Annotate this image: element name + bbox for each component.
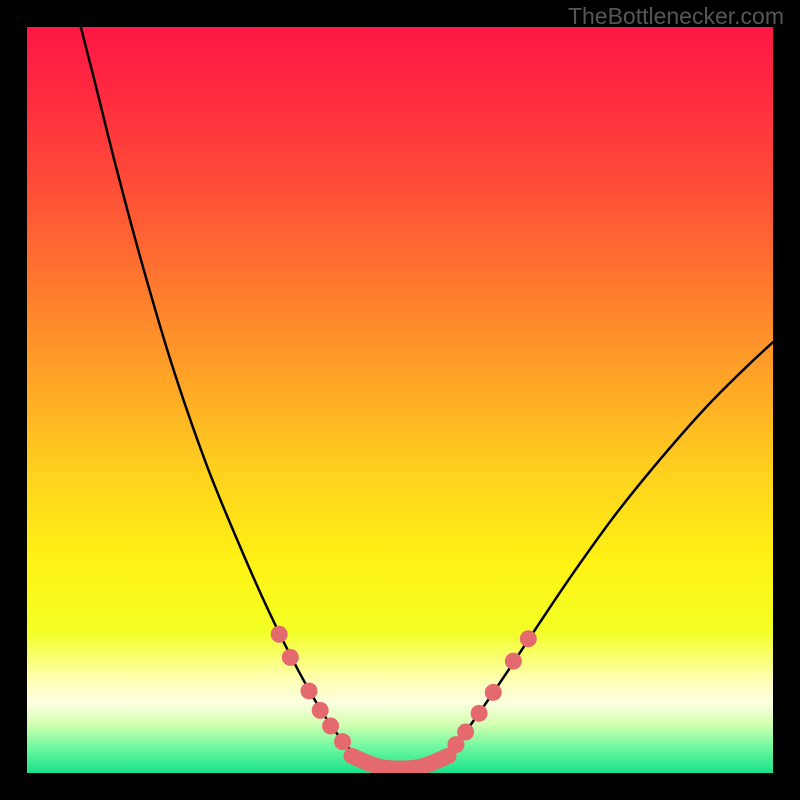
watermark-text: TheBottlenecker.com	[568, 3, 784, 30]
bottleneck-curve-chart	[27, 27, 773, 773]
curve-marker-dot	[271, 626, 288, 643]
gradient-background	[27, 27, 773, 773]
curve-marker-dot	[300, 682, 317, 699]
curve-marker-dot	[520, 630, 537, 647]
curve-marker-dot	[471, 705, 488, 722]
curve-marker-dot	[457, 723, 474, 740]
curve-marker-dot	[485, 684, 502, 701]
curve-marker-dot	[312, 702, 329, 719]
curve-marker-dot	[334, 733, 351, 750]
curve-marker-dot	[322, 718, 339, 735]
curve-marker-dot	[505, 653, 522, 670]
plot-frame	[27, 27, 773, 773]
curve-marker-dot	[282, 649, 299, 666]
